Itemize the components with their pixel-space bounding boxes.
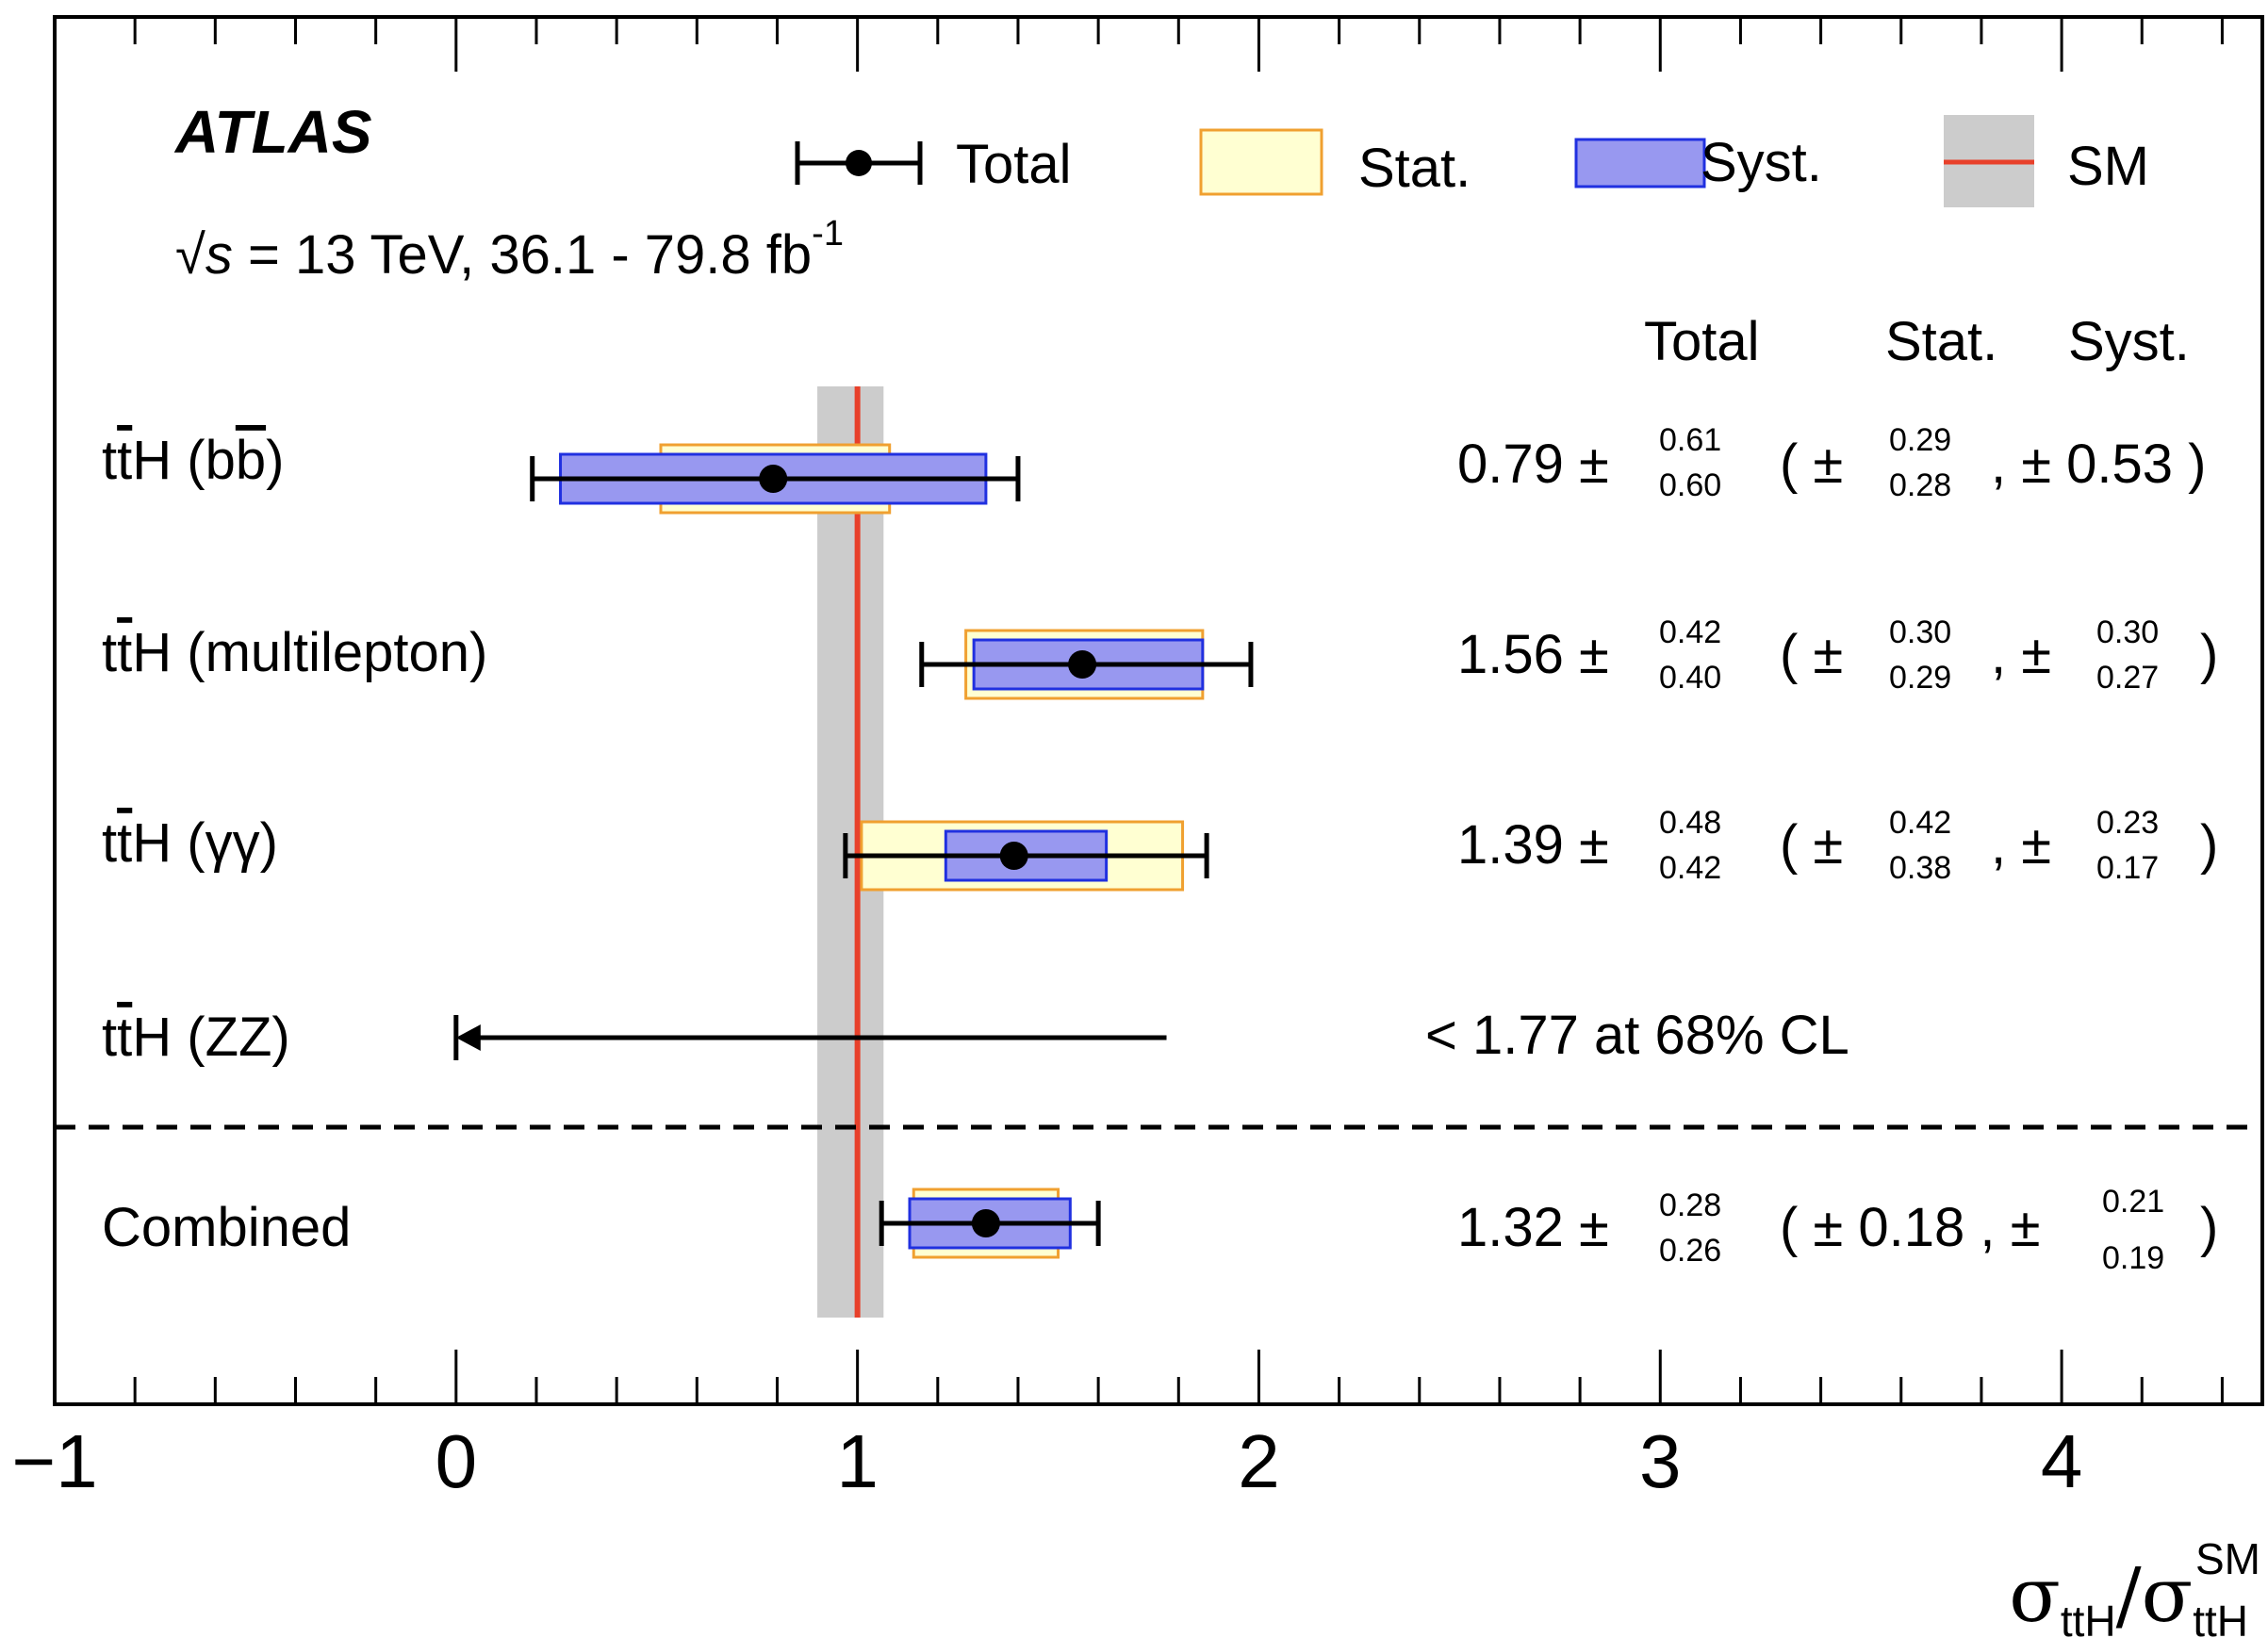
syst-down: 0.27 xyxy=(2096,660,2159,696)
total-down: 0.42 xyxy=(1659,850,1721,886)
limit-arrow-icon xyxy=(455,1024,481,1051)
values-ttH-bb: 0.79 ± 0.61 0.60 ( ± 0.29 0.28 , ± 0.53 … xyxy=(1457,422,2207,503)
measurements xyxy=(453,443,1254,1259)
measurement-ttH-bb xyxy=(530,443,1021,515)
stat-down: 0.28 xyxy=(1889,467,1951,503)
energy-text: = 13 TeV, 36.1 - 79.8 fb xyxy=(233,224,812,286)
x-axis-label-superscript: SM xyxy=(2195,1534,2260,1583)
row-label-ttH-multilepton: ttH (multilepton) xyxy=(102,622,487,683)
central-value: 1.32 ± xyxy=(1457,1197,1609,1258)
column-header-syst: Syst. xyxy=(2068,311,2190,372)
row-label-ttH-bb: ttH (bb) xyxy=(102,430,284,491)
total-up: 0.28 xyxy=(1659,1188,1721,1223)
total-down: 0.60 xyxy=(1659,467,1721,503)
x-axis-ticks xyxy=(133,17,2224,1404)
column-header-total: Total xyxy=(1644,311,1760,372)
legend: Total Stat. Syst. SM xyxy=(795,115,2149,207)
experiment-label: ATLAS xyxy=(173,98,372,166)
values-ttH-gammagamma: 1.39 ± 0.48 0.42 ( ± 0.42 0.38 , ± 0.23 … xyxy=(1457,805,2218,886)
legend-syst-swatch xyxy=(1574,138,1706,188)
x-tick-label: 2 xyxy=(1238,1419,1280,1503)
lumi-exponent: -1 xyxy=(812,214,844,254)
stat-open: ( ± xyxy=(1780,814,1843,876)
x-axis-tick-labels: −1 0 1 2 3 4 xyxy=(11,1419,2082,1503)
stat-down: 0.38 xyxy=(1889,850,1951,886)
energy-s-symbol: s xyxy=(205,224,233,286)
stat-symmetric: ( ± 0.18 , ± xyxy=(1780,1197,2040,1258)
close-paren: ) xyxy=(2200,814,2218,876)
stat-up: 0.42 xyxy=(1889,805,1951,841)
x-tick-label: 3 xyxy=(1639,1419,1682,1503)
measurement-combined xyxy=(879,1188,1101,1259)
central-value: 1.39 ± xyxy=(1457,814,1609,876)
energy-label: √s = 13 TeV, 36.1 - 79.8 fb-1 xyxy=(175,214,844,286)
syst-down: 0.17 xyxy=(2096,850,2159,886)
measurement-ttH-multilepton xyxy=(919,629,1254,700)
syst-up: 0.23 xyxy=(2096,805,2159,841)
legend-stat-swatch xyxy=(1199,128,1323,196)
close-paren: ) xyxy=(2200,624,2218,685)
close-paren: ) xyxy=(2200,1197,2218,1258)
syst-up: 0.21 xyxy=(2102,1184,2164,1220)
syst-open: , ± xyxy=(1991,814,2051,876)
stat-up: 0.29 xyxy=(1889,422,1951,458)
central-value-marker xyxy=(1068,650,1097,679)
legend-stat-label: Stat. xyxy=(1358,138,1471,199)
values-ttH-multilepton: 1.56 ± 0.42 0.40 ( ± 0.30 0.29 , ± 0.30 … xyxy=(1457,614,2218,696)
total-down: 0.26 xyxy=(1659,1233,1721,1269)
total-up: 0.42 xyxy=(1659,614,1721,650)
x-tick-label: −1 xyxy=(11,1419,97,1503)
syst-up: 0.30 xyxy=(2096,614,2159,650)
column-header-stat: Stat. xyxy=(1885,311,1997,372)
syst-open: , ± xyxy=(1991,624,2051,685)
sqrt-symbol: √ xyxy=(175,224,205,286)
syst-symmetric: , ± 0.53 ) xyxy=(1991,434,2207,495)
central-value-marker xyxy=(971,1209,1000,1237)
legend-sm-swatch xyxy=(1944,115,2034,207)
total-down: 0.40 xyxy=(1659,660,1721,696)
measurement-ttH-ZZ xyxy=(453,1015,1167,1060)
legend-total-label: Total xyxy=(956,134,1072,195)
x-tick-label: 4 xyxy=(2041,1419,2083,1503)
central-value-marker xyxy=(999,842,1028,870)
total-up: 0.48 xyxy=(1659,805,1721,841)
row-label-ttH-ZZ: ttH (ZZ) xyxy=(102,1007,290,1068)
stat-down: 0.29 xyxy=(1889,660,1951,696)
central-value: 1.56 ± xyxy=(1457,624,1609,685)
central-value-marker xyxy=(759,465,788,493)
values-ttH-ZZ-limit: < 1.77 at 68% CL xyxy=(1425,1005,1849,1066)
measurement-ttH-gammagamma xyxy=(843,820,1209,892)
values-combined: 1.32 ± 0.28 0.26 ( ± 0.18 , ± 0.21 0.19 … xyxy=(1457,1184,2218,1276)
x-tick-label: 0 xyxy=(436,1419,478,1503)
legend-syst-label: Syst. xyxy=(1701,132,1822,193)
row-label-ttH-gammagamma: ttH (γγ) xyxy=(102,812,278,874)
plot-frame xyxy=(53,15,2264,1406)
central-value: 0.79 ± xyxy=(1457,434,1609,495)
stat-up: 0.30 xyxy=(1889,614,1951,650)
legend-total-marker xyxy=(795,141,923,185)
stat-open: ( ± xyxy=(1780,434,1843,495)
legend-sm-label: SM xyxy=(2067,136,2149,197)
x-axis-label: σttH/σttH xyxy=(2009,1551,2248,1638)
row-label-combined: Combined xyxy=(102,1197,351,1258)
x-tick-label: 1 xyxy=(836,1419,879,1503)
syst-down: 0.19 xyxy=(2102,1240,2164,1276)
total-up: 0.61 xyxy=(1659,422,1721,458)
stat-open: ( ± xyxy=(1780,624,1843,685)
